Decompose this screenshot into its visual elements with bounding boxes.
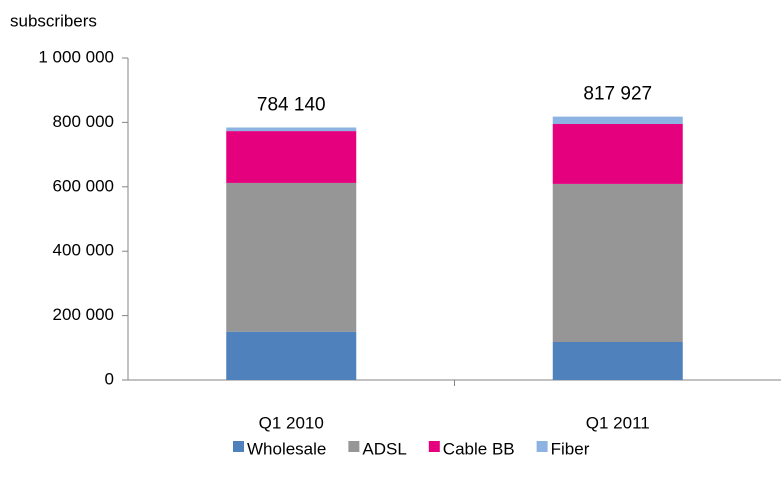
bar-segment bbox=[226, 131, 357, 183]
bar-segment bbox=[552, 342, 683, 380]
y-tick-label: 600 000 bbox=[53, 176, 114, 195]
y-tick-label: 0 bbox=[105, 369, 114, 388]
total-label: 784 140 bbox=[257, 95, 326, 116]
bar-segment bbox=[226, 127, 357, 132]
legend-label: Fiber bbox=[551, 439, 590, 458]
y-tick-label: 200 000 bbox=[53, 305, 114, 324]
legend-swatch bbox=[536, 441, 548, 452]
legend-swatch bbox=[233, 441, 244, 452]
bar-segment bbox=[226, 182, 357, 332]
legend-label: Cable BB bbox=[443, 439, 515, 458]
legend-label: ADSL bbox=[362, 439, 406, 458]
bar-segment bbox=[226, 331, 357, 380]
y-tick-label: 800 000 bbox=[53, 112, 114, 131]
bar-segment bbox=[552, 116, 683, 125]
y-tick-label: 400 000 bbox=[53, 241, 114, 260]
x-tick-label: Q1 2010 bbox=[259, 413, 324, 432]
y-tick-label: 1 000 000 bbox=[38, 47, 114, 66]
legend-label: Wholesale bbox=[247, 439, 326, 458]
legend-swatch bbox=[348, 441, 360, 452]
x-tick-label: Q1 2011 bbox=[586, 413, 650, 432]
bar-segment bbox=[552, 124, 683, 184]
y-axis-title: subscribers bbox=[10, 11, 97, 30]
legend-swatch bbox=[428, 441, 440, 452]
total-label: 817 927 bbox=[583, 84, 652, 105]
bar-segment bbox=[552, 183, 683, 343]
